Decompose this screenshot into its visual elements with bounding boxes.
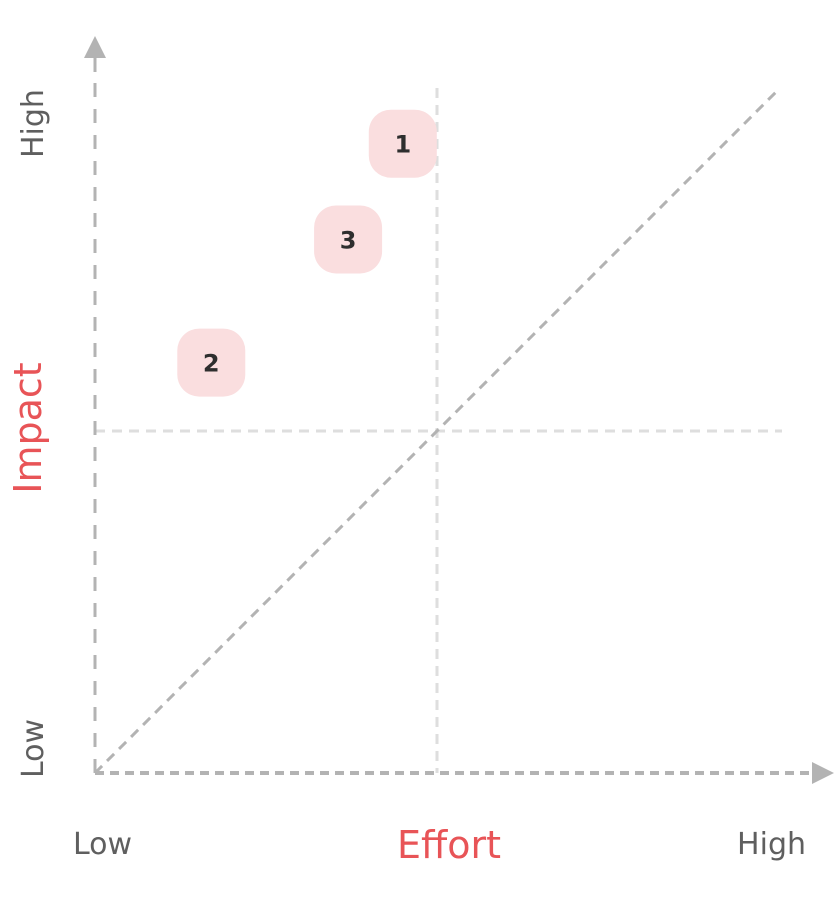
y-axis: [84, 36, 106, 773]
y-tick-high: High: [16, 89, 51, 158]
x-axis-title: Effort: [397, 823, 501, 867]
badge-background: [177, 328, 246, 397]
badge-background: [368, 109, 437, 178]
y-axis-arrow-icon: [84, 36, 106, 58]
badge-label: 1: [394, 131, 411, 159]
y-axis-title: Impact: [6, 362, 50, 493]
badge-label: 3: [340, 226, 357, 254]
x-tick-low: Low: [73, 827, 132, 862]
badge-label: 2: [203, 350, 220, 378]
x-axis: [95, 762, 834, 784]
data-point-badge-2: 2: [177, 328, 246, 397]
badge-background: [314, 205, 383, 274]
y-tick-low: Low: [16, 719, 51, 778]
diagonal-reference-line: [93, 87, 781, 775]
data-point-badge-3: 3: [314, 205, 383, 274]
data-point-badge-1: 1: [368, 109, 437, 178]
x-axis-arrow-icon: [812, 762, 834, 784]
x-tick-high: High: [737, 827, 806, 862]
